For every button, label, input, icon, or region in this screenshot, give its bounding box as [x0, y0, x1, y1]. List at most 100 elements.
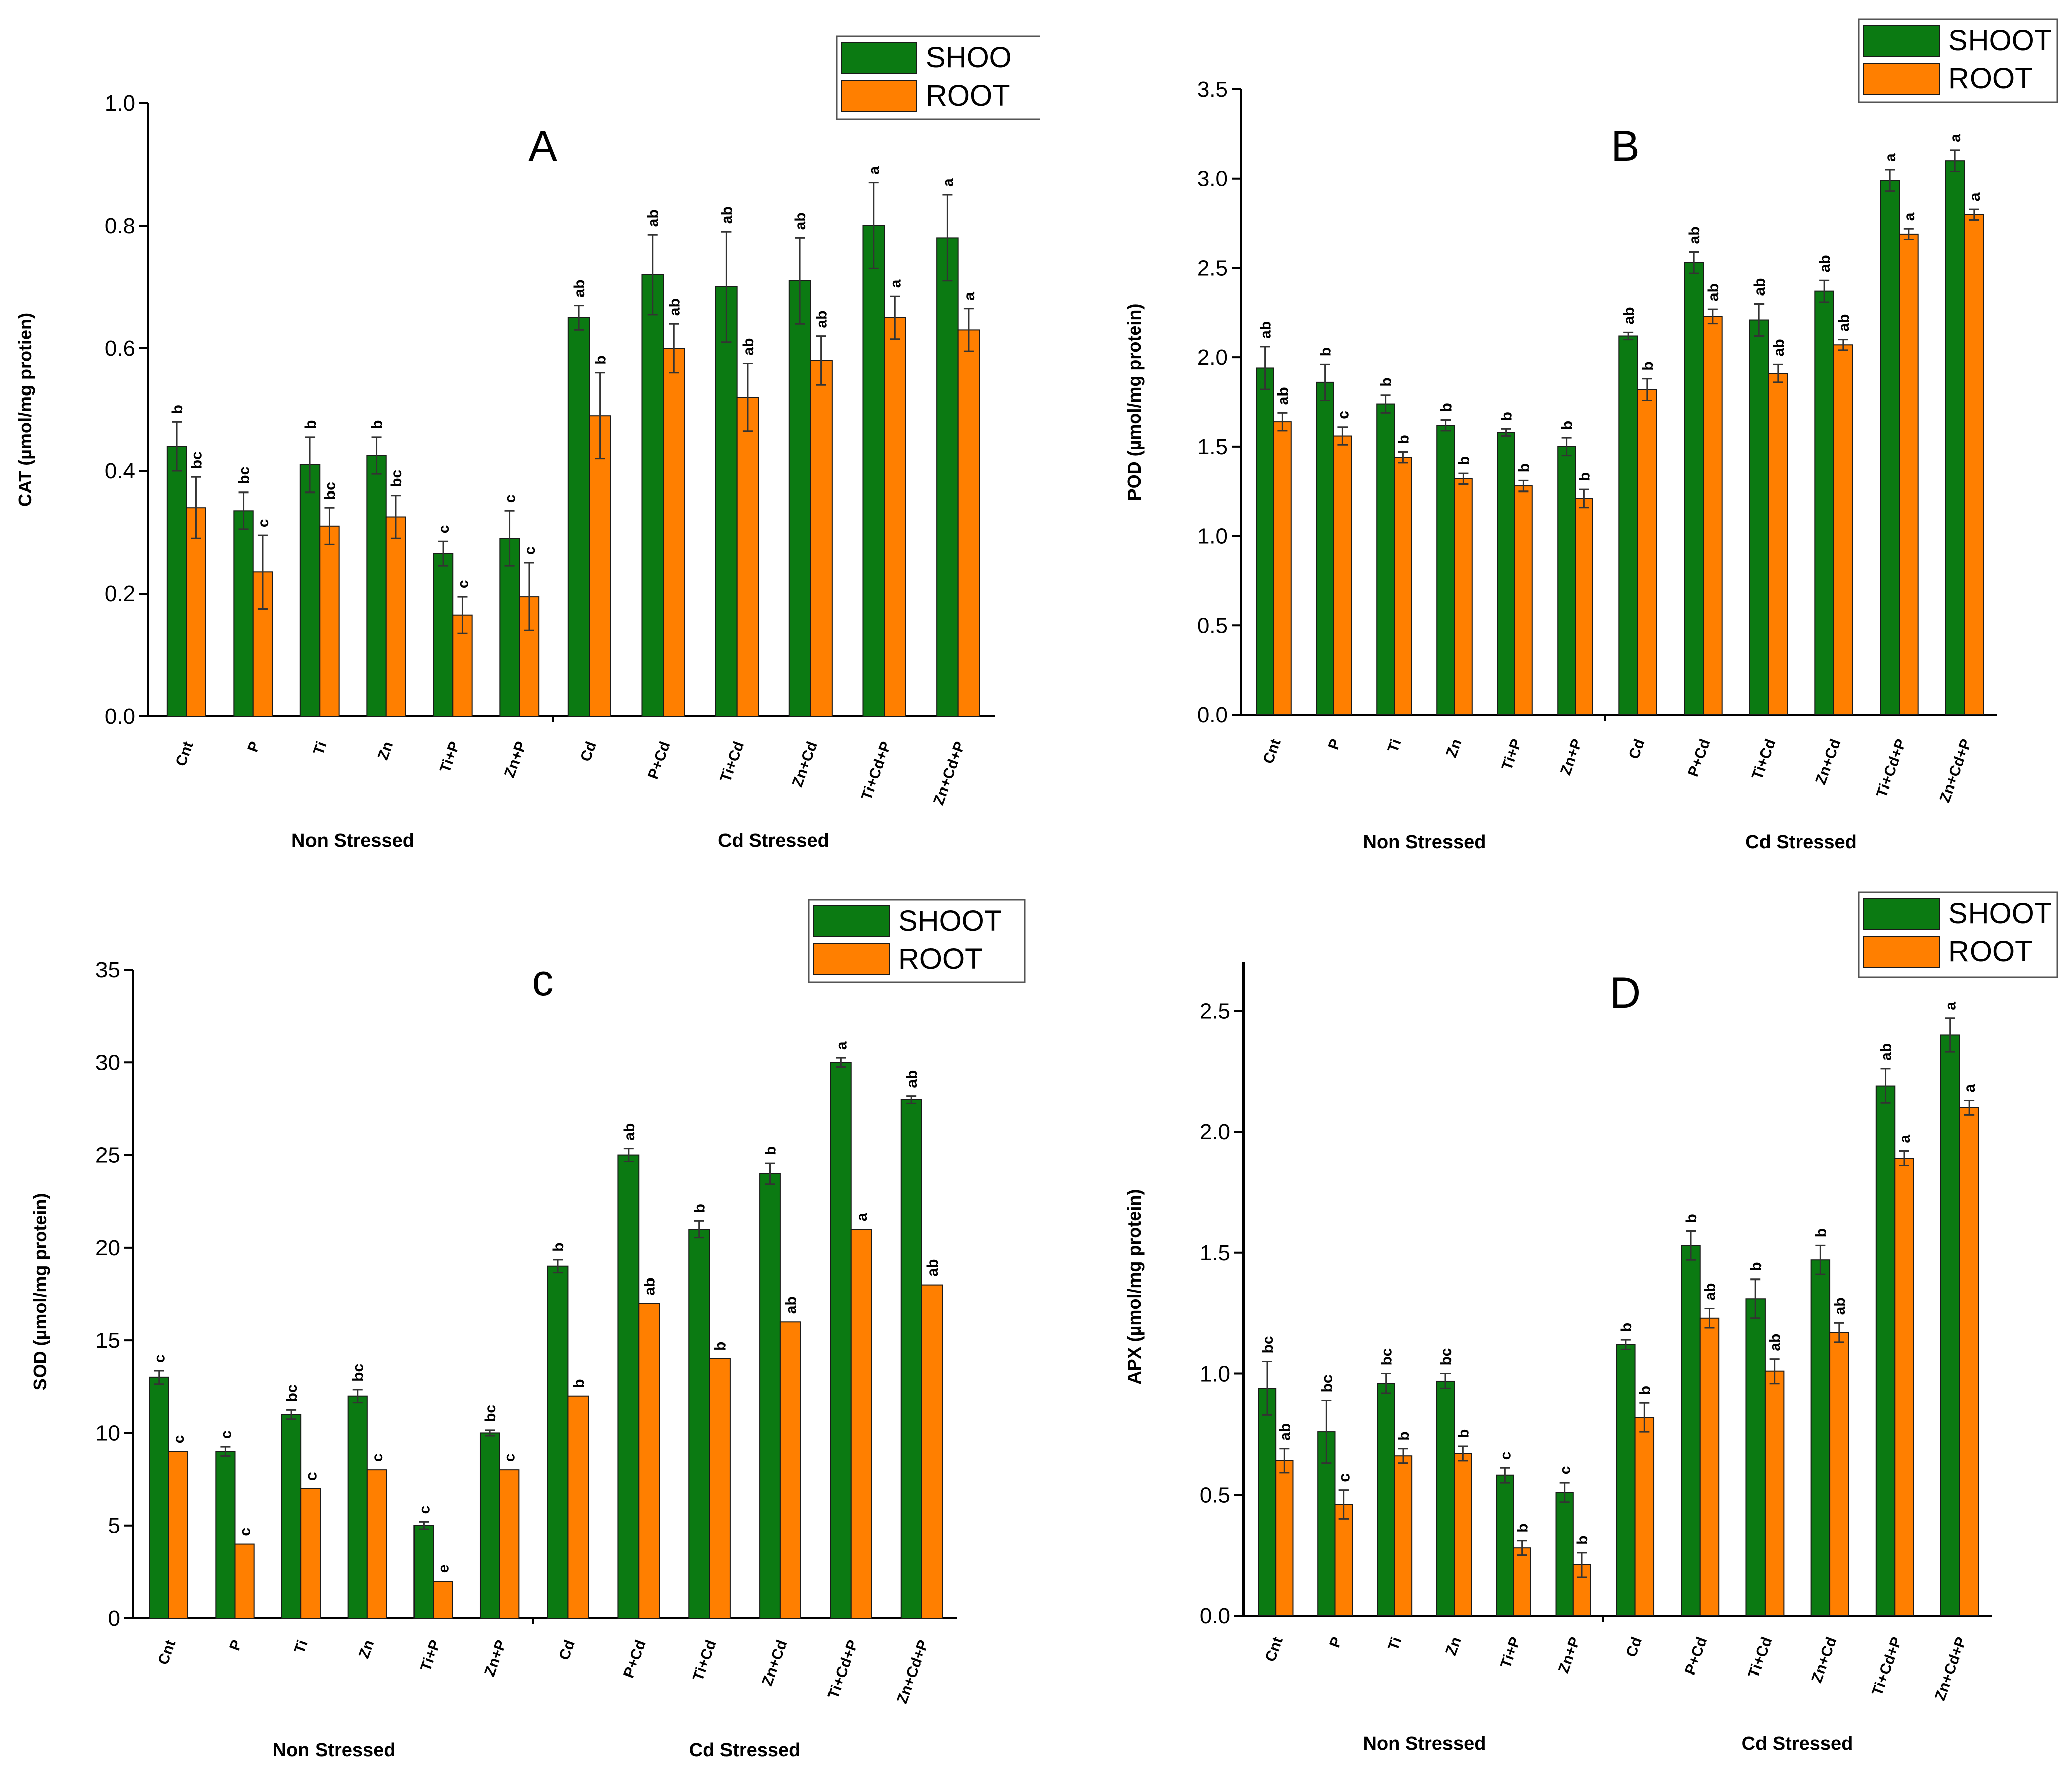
- root-bar-Ti+Cd: [1768, 373, 1788, 715]
- shoot-bar-P+Cd: [617, 1154, 640, 1619]
- shoot-bar-Zn: [1436, 1380, 1455, 1616]
- category-label: Ti: [1385, 1635, 1405, 1653]
- significance-label: bc: [482, 1405, 499, 1422]
- category-label: Zn+Cd+P: [1937, 737, 1975, 805]
- y-tick-label: 1.0: [105, 91, 135, 116]
- significance-label: b: [1396, 1431, 1412, 1440]
- significance-label: b: [1576, 472, 1593, 481]
- significance-label: e: [436, 1565, 452, 1573]
- shoot-bar-Zn+Cd+P: [936, 237, 959, 717]
- y-tick-label: 5: [108, 1514, 120, 1538]
- category-label: Cd: [1626, 737, 1648, 761]
- significance-label: bc: [1379, 1348, 1395, 1366]
- shoot-bar-Zn+Cd: [1814, 290, 1835, 715]
- significance-label: c: [436, 525, 452, 534]
- significance-label: a: [887, 279, 904, 288]
- y-tick-label: 10: [95, 1421, 120, 1445]
- y-tick-label: 0.6: [105, 336, 135, 361]
- significance-label: b: [1574, 1535, 1591, 1544]
- legend-label-shoot: SHOO: [926, 41, 1012, 74]
- significance-label: ab: [666, 298, 683, 316]
- shoot-bar-Cnt: [1256, 367, 1274, 715]
- y-tick-label: 2.0: [1197, 345, 1228, 370]
- significance-label: b: [1515, 1523, 1531, 1532]
- significance-label: ab: [904, 1070, 920, 1088]
- legend: SHOO ROOT: [836, 35, 1040, 120]
- category-label: Cnt: [1260, 737, 1284, 766]
- chart-panel-A: 0.0 0.2 0.4 0.6 0.8 1.0 CAT (µmol/mg protien) b…: [15, 35, 1040, 851]
- significance-label: ab: [1705, 283, 1722, 301]
- root-bar-Ti+Cd: [736, 397, 759, 717]
- shoot-bar-P+Cd: [641, 274, 664, 717]
- category-label: Cnt: [1262, 1635, 1286, 1664]
- significance-label: c: [1497, 1452, 1514, 1460]
- significance-label: b: [712, 1342, 729, 1351]
- category-label: P+Cd: [1682, 1635, 1711, 1677]
- category-label: Ti+Cd: [717, 739, 748, 784]
- root-bar-Ti: [1394, 457, 1412, 715]
- y-tick-label: 2.5: [1200, 999, 1230, 1023]
- chart-panel-B: 0.0 0.5 1.0 1.5 2.0 2.5 3.0 3.5 POD (µmol/mg pro…: [1124, 18, 2058, 853]
- significance-label: c: [502, 495, 519, 503]
- significance-label: ab: [740, 338, 757, 355]
- significance-label: b: [1438, 403, 1455, 412]
- significance-label: b: [1559, 421, 1576, 430]
- shoot-bar-Zn+Cd+P: [1940, 1034, 1960, 1616]
- significance-label: c: [416, 1506, 433, 1514]
- legend: SHOOT ROOT: [1858, 18, 2058, 103]
- root-bar-Cnt: [1273, 421, 1292, 715]
- shoot-bar-Zn+P: [1557, 446, 1576, 715]
- significance-label: a: [940, 178, 956, 187]
- significance-label: ab: [718, 206, 735, 224]
- root-bar-Ti+P: [433, 1581, 453, 1619]
- shoot-bar-Zn+P: [479, 1432, 500, 1619]
- significance-label: a: [1947, 134, 1964, 142]
- category-label: Ti+Cd: [1745, 1635, 1776, 1680]
- significance-label: ab: [1878, 1043, 1895, 1061]
- y-tick-label: 1.5: [1200, 1241, 1230, 1265]
- category-label: Ti+P: [1499, 737, 1525, 772]
- category-label: P: [226, 1638, 245, 1653]
- significance-label: ab: [1275, 387, 1291, 405]
- shoot-bar-P+Cd: [1684, 262, 1704, 715]
- category-label: Ti: [291, 1638, 312, 1656]
- significance-label: ab: [1836, 314, 1852, 332]
- category-label: Zn: [1442, 1635, 1465, 1658]
- category-label: Zn+Cd+P: [894, 1638, 932, 1706]
- root-bar-Zn+Cd+P: [921, 1284, 943, 1619]
- significance-label: a: [1943, 1002, 1959, 1010]
- root-bar-Cnt: [168, 1451, 189, 1619]
- legend-swatch-root: [813, 943, 890, 975]
- shoot-bar-Ti+Cd: [688, 1229, 710, 1619]
- shoot-bar-P: [233, 510, 254, 717]
- y-tick-label: 0.0: [1200, 1604, 1230, 1628]
- shoot-bar-Ti+P: [413, 1525, 434, 1619]
- category-label: Ti+Cd: [690, 1638, 720, 1683]
- significance-label: b: [762, 1146, 779, 1155]
- significance-label: bc: [350, 1364, 367, 1382]
- significance-label: ab: [814, 311, 831, 328]
- shoot-bar-Zn: [347, 1395, 368, 1619]
- group-label: Non Stressed: [273, 1740, 396, 1761]
- significance-label: c: [218, 1430, 234, 1439]
- category-label: Ti+Cd+P: [825, 1638, 861, 1701]
- significance-label: c: [237, 1528, 254, 1536]
- shoot-bar-Ti+Cd+P: [830, 1062, 852, 1619]
- shoot-bar-Zn+Cd: [1810, 1259, 1831, 1616]
- shoot-bar-Ti+P: [433, 553, 454, 717]
- significance-label: a: [1882, 153, 1899, 162]
- significance-label: b: [692, 1204, 708, 1213]
- category-label: Ti+Cd+P: [858, 739, 894, 802]
- significance-label: a: [833, 1041, 850, 1050]
- shoot-bar-Zn+P: [1555, 1492, 1574, 1616]
- y-tick-label: 0.5: [1197, 613, 1228, 638]
- legend-label-shoot: SHOOT: [1948, 24, 2052, 57]
- legend-label-root: ROOT: [1948, 62, 2033, 95]
- root-bar-Zn+Cd+P: [1964, 214, 1984, 715]
- significance-label: ab: [621, 1123, 638, 1141]
- shoot-bar-Ti+Cd+P: [1875, 1085, 1896, 1617]
- root-bar-Ti+Cd+P: [1894, 1158, 1914, 1616]
- root-bar-P: [1333, 435, 1352, 715]
- group-label: Cd Stressed: [689, 1740, 801, 1761]
